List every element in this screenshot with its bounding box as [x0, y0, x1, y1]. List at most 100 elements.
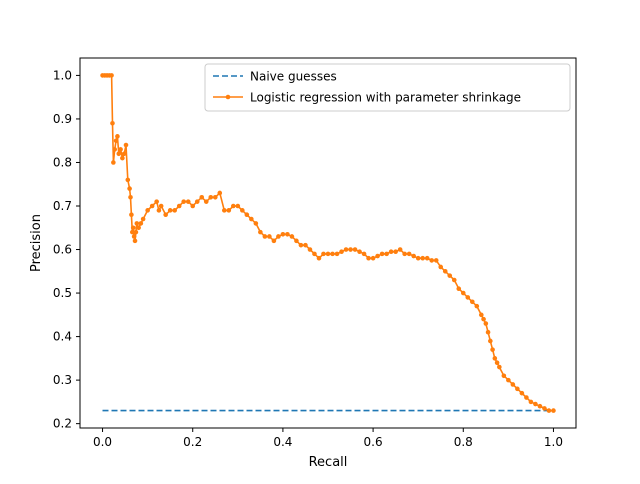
series-point [212, 194, 218, 200]
series-point [285, 231, 290, 237]
series-point [515, 386, 520, 392]
series-point [208, 194, 214, 200]
series-point [145, 208, 150, 213]
series-point [113, 138, 119, 144]
y-axis-label: Precision [29, 214, 44, 272]
series-point [158, 203, 164, 209]
series-point [115, 134, 120, 139]
series-point [136, 225, 141, 231]
series-point [388, 249, 394, 255]
series-point [384, 251, 389, 257]
series-point [253, 221, 259, 226]
series-point [116, 151, 122, 157]
series-point [262, 234, 268, 239]
series-point [172, 208, 177, 213]
x-tick-label: 0.6 [364, 435, 383, 449]
series-point [316, 255, 322, 261]
series-point [138, 221, 144, 226]
series-point [231, 203, 236, 209]
series-point [167, 208, 173, 213]
series-point [276, 234, 281, 239]
y-tick-label: 1.0 [53, 68, 72, 82]
legend-label: Naive guesses [250, 70, 337, 84]
series-point [112, 147, 118, 152]
series-point [537, 403, 543, 409]
series-point [121, 151, 127, 157]
series-point [217, 190, 223, 196]
series-point [533, 401, 538, 407]
series-point [221, 208, 227, 213]
plot-frame [79, 57, 577, 429]
y-tick-label: 0.6 [53, 243, 72, 257]
series-point [501, 373, 507, 379]
legend-marker [225, 94, 231, 100]
series-point [294, 238, 299, 244]
series-point [334, 251, 340, 257]
series-point [424, 255, 430, 261]
series-point [132, 238, 138, 244]
series-point [506, 377, 511, 383]
series-point [519, 390, 525, 396]
y-tick-label: 0.2 [53, 417, 72, 431]
y-tick-label: 0.3 [53, 373, 72, 387]
series-point [130, 225, 136, 231]
series-point [510, 382, 516, 387]
series-point [258, 229, 263, 235]
x-tick-label: 1.0 [544, 435, 563, 449]
series-point [134, 221, 140, 226]
series-point [176, 203, 182, 209]
series-point [127, 186, 132, 191]
series-point [244, 212, 250, 218]
series-point [111, 160, 116, 165]
series-point [203, 199, 209, 204]
x-tick-label: 0.2 [183, 435, 202, 449]
series-point [494, 360, 500, 366]
series-point [280, 231, 286, 237]
series-point [240, 208, 245, 213]
series-point [339, 249, 344, 255]
x-tick-label: 0.8 [454, 435, 473, 449]
series-point [181, 199, 187, 204]
series-point [397, 247, 403, 252]
series-point [415, 255, 421, 261]
series-point [429, 258, 435, 263]
series-point [312, 251, 317, 257]
series-point [140, 216, 146, 222]
series-point [465, 295, 471, 300]
series-point [442, 268, 448, 274]
series-point [366, 255, 371, 261]
y-tick-label: 0.8 [53, 155, 72, 169]
series-point [330, 251, 335, 257]
series-point [325, 251, 331, 257]
series-point [109, 73, 114, 78]
series-point [490, 347, 495, 352]
x-axis-ticks: 0.0 0.2 0.4 0.6 0.8 1.0 [93, 428, 563, 449]
series-point [163, 212, 168, 218]
series-point [343, 247, 349, 252]
plot-series-group [100, 73, 556, 413]
legend-box [204, 63, 571, 112]
series-point [226, 208, 232, 213]
series-point [488, 338, 493, 344]
series-point [199, 194, 205, 200]
series-point [289, 234, 295, 239]
series-point [379, 251, 385, 257]
series-point [361, 251, 367, 257]
x-tick-label: 0.4 [273, 435, 292, 449]
series-point [469, 299, 475, 305]
series-point [370, 255, 376, 261]
series-point [447, 273, 453, 278]
series-point [546, 408, 552, 413]
series-point [156, 208, 162, 213]
series-point [133, 229, 139, 235]
series-point [123, 142, 129, 148]
series-point [393, 249, 398, 255]
series-point [307, 247, 313, 252]
series-point [120, 155, 125, 161]
series-point [321, 251, 326, 257]
series-point [551, 408, 556, 413]
y-tick-label: 0.5 [53, 286, 72, 300]
series-point [185, 199, 191, 204]
series-point [118, 147, 123, 152]
